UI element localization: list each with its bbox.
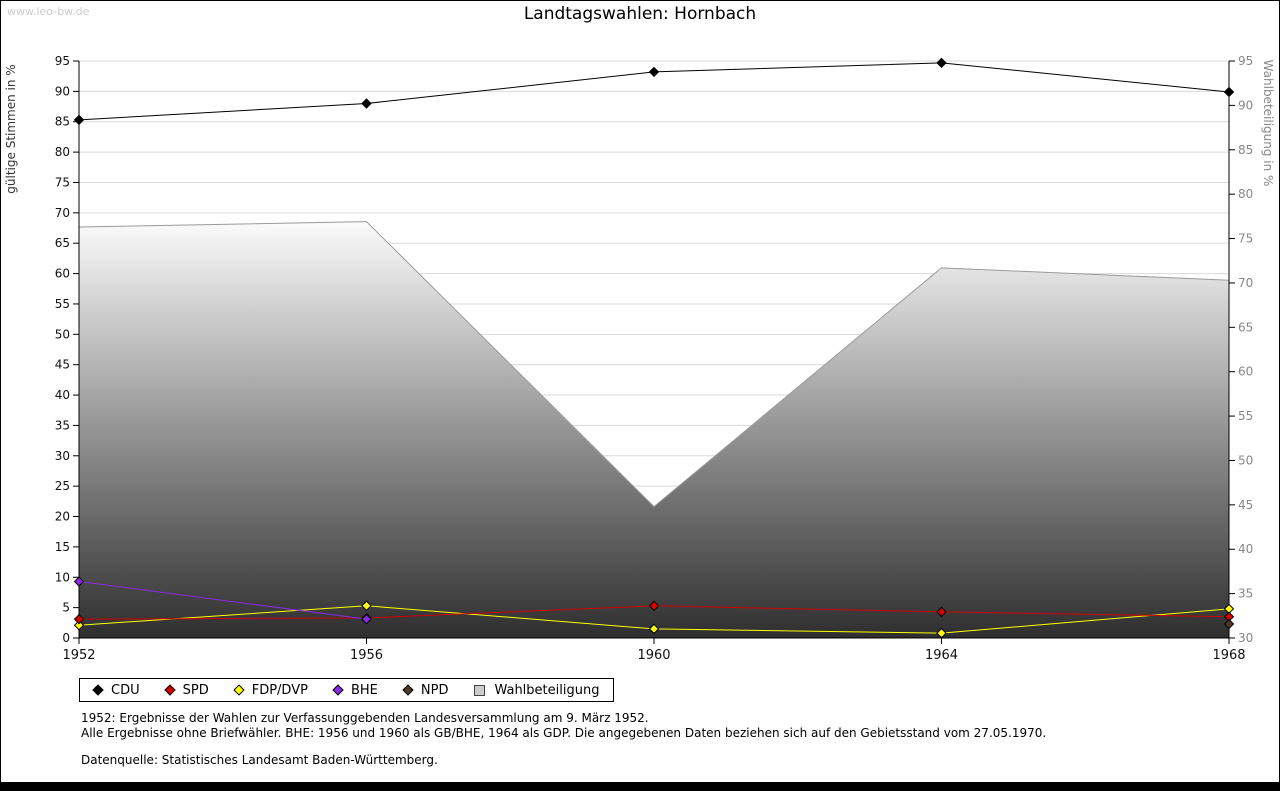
y-tick-label-right: 70 [1238, 276, 1253, 290]
cdu-marker-icon [361, 98, 372, 109]
cdu-marker-icon [936, 57, 947, 69]
x-tick-label: 1964 [925, 648, 958, 663]
y-tick-label-left: 65 [55, 236, 70, 250]
spd-marker-icon [73, 613, 85, 625]
footnotes: 1952: Ergebnisse der Wahlen zur Verfassu… [81, 711, 1046, 768]
y-tick-label-left: 60 [55, 267, 70, 281]
diamond-marker-icon [233, 684, 245, 696]
chart: 0 5 10 15 20 25 30 35 40 45 50 55 60 65 70 75 80 85 90 95 30… [1, 1, 1279, 670]
y-tick-label-right: 85 [1238, 143, 1253, 157]
y-tick-label-left: 35 [55, 418, 70, 432]
diamond-marker-icon [163, 684, 176, 696]
y-tick-label-right: 55 [1238, 409, 1253, 423]
y-axis-label-right: Wahlbeteiligung in % [1261, 60, 1275, 187]
y-tick-label-left: 85 [55, 115, 70, 129]
diamond-marker-icon [92, 684, 104, 696]
square-marker-icon [474, 684, 486, 696]
x-tick-label: 1968 [1212, 648, 1245, 663]
wahlbeteiligung-area [79, 221, 1229, 638]
diamond-marker-icon [402, 684, 414, 696]
bhe-marker-icon [361, 613, 372, 625]
footnote-source: Datenquelle: Statistisches Landesamt Bad… [81, 753, 438, 767]
legend-item-cdu: CDU [92, 682, 140, 698]
cdu-marker-icon [648, 66, 660, 78]
bhe-line [78, 581, 367, 620]
legend-item-bhe: BHE [332, 682, 378, 698]
x-tick-label: 1952 [62, 648, 95, 663]
y-tick-label-left: 0 [62, 631, 70, 645]
legend-label: Wahlbeteiligung [494, 682, 600, 698]
fdp-dvp-marker-icon [73, 620, 85, 631]
y-tick-label-right: 65 [1238, 320, 1253, 334]
wahlbeteiligung-area-outline [78, 221, 1230, 508]
y-tick-label-right: 30 [1238, 631, 1253, 645]
legend-item-npd: NPD [402, 682, 449, 698]
legend-item-fdp-dvp: FDP/DVP [233, 682, 308, 698]
y-tick-label-right: 45 [1238, 498, 1253, 512]
y-tick-label-right: 35 [1238, 587, 1253, 601]
y-tick-label-left: 50 [55, 327, 70, 341]
y-tick-label-right: 40 [1238, 542, 1253, 556]
npd-marker-icon [1223, 618, 1235, 630]
x-tick-label: 1960 [637, 648, 670, 663]
y-tick-label-left: 10 [55, 570, 70, 584]
x-tick-label: 1956 [350, 648, 383, 663]
chart-svg: 0 5 10 15 20 25 30 35 40 45 50 55 60 65 70 75 80 85 90 95 30… [4, 54, 1275, 663]
fdp-dvp-marker-icon [648, 623, 660, 635]
y-tick-label-right: 60 [1238, 365, 1253, 379]
watermark: www.leo-bw.de [7, 5, 90, 18]
legend-label: BHE [350, 682, 378, 698]
y-tick-label-left: 55 [55, 297, 70, 311]
legend-label: CDU [111, 682, 140, 698]
footnote-line-1: 1952: Ergebnisse der Wahlen zur Verfassu… [81, 711, 649, 725]
diamond-marker-icon [332, 684, 344, 696]
spd-marker-icon [648, 600, 660, 612]
y-tick-label-left: 75 [55, 175, 70, 189]
footnote-line-2: Alle Ergebnisse ohne Briefwähler. BHE: 1… [81, 725, 1047, 740]
cdu-marker-icon [73, 114, 85, 126]
y-tick-label-left: 90 [55, 84, 70, 98]
spd-marker-icon [936, 606, 947, 618]
y-tick-label-left: 25 [55, 479, 70, 493]
y-tick-label-right: 50 [1238, 453, 1253, 467]
bhe-marker-icon [73, 576, 85, 587]
y-tick-label-left: 70 [55, 206, 70, 220]
y-tick-label-left: 80 [55, 145, 70, 159]
cdu-marker-icon [1223, 86, 1235, 98]
legend: CDU SPD FDP/DVP BHE NPD Wahlbeteiligung [79, 678, 615, 702]
y-tick-label-right: 75 [1238, 232, 1253, 246]
legend-label: SPD [182, 682, 209, 698]
y-axis-label-left: gültige Stimmen in % [4, 64, 18, 193]
y-tick-label-left: 20 [55, 510, 70, 524]
y-tick-label-right: 95 [1238, 54, 1253, 68]
legend-item-spd: SPD [163, 682, 209, 698]
y-tick-label-left: 45 [55, 358, 70, 372]
y-tick-label-left: 15 [55, 540, 70, 554]
legend-item-wahlbeteiligung: Wahlbeteiligung [474, 683, 599, 698]
bottom-bar [1, 782, 1279, 790]
fdp-dvp-marker-icon [361, 600, 372, 612]
y-tick-label-left: 40 [55, 388, 70, 402]
y-tick-label-right: 80 [1238, 187, 1253, 201]
chart-title: Landtagswahlen: Hornbach [523, 4, 757, 24]
fdp-dvp-marker-icon [936, 627, 947, 639]
y-tick-label-left: 30 [55, 449, 70, 463]
y-tick-label-left: 5 [62, 601, 70, 615]
y-tick-label-right: 90 [1238, 98, 1253, 112]
y-tick-label-left: 95 [55, 54, 70, 68]
legend-label: FDP/DVP [251, 682, 308, 698]
legend-label: NPD [420, 682, 449, 698]
